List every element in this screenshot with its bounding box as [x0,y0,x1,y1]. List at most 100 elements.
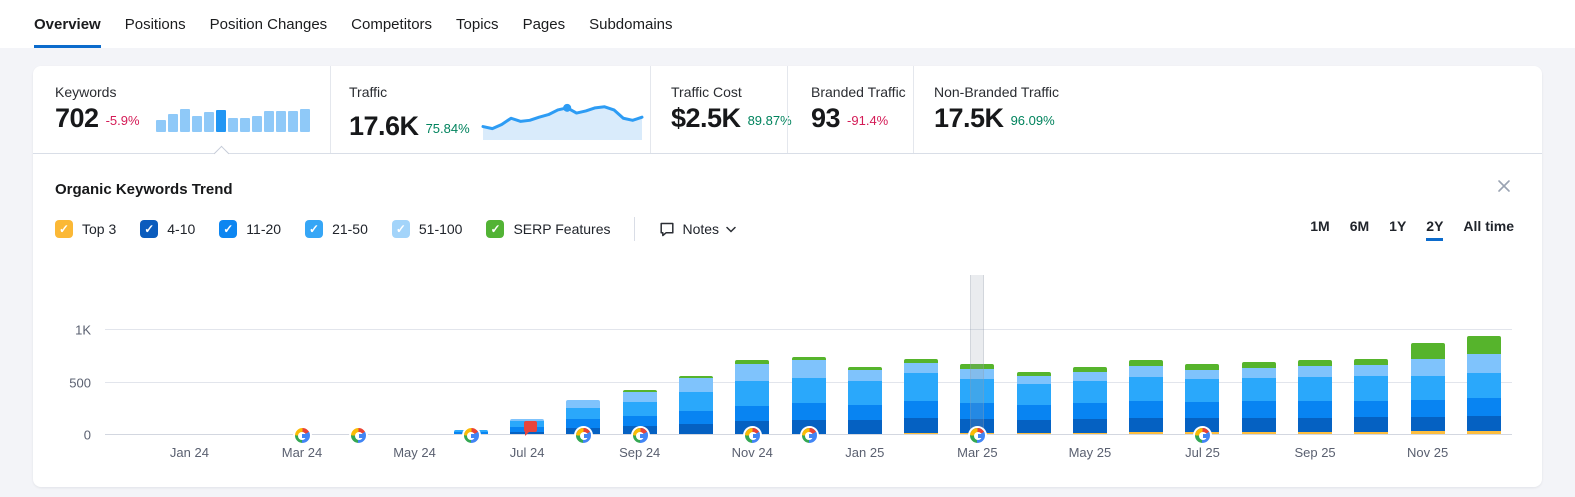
checkbox-51-100[interactable]: ✓ [391,220,410,238]
bar-segment-4-10 [1410,417,1445,432]
bar-nov-24[interactable] [735,360,770,435]
google-update-icon[interactable] [576,428,592,443]
metric-value-row: 702 -5.9% [55,103,330,133]
note-marker-icon[interactable] [524,421,538,436]
metric-value-row: 17.6K 75.84% [349,103,650,141]
range-6m[interactable]: 6M [1349,218,1370,234]
x-axis-label-sep-25: Sep 25 [1294,445,1336,460]
google-update-icon[interactable] [463,428,479,443]
range-2y[interactable]: 2Y [1426,218,1444,241]
bar-segment-serp-features [791,356,826,360]
x-axis-label-may-24: May 24 [393,445,436,460]
bar-segment-4-10 [904,418,939,434]
chart-month-oct-25 [1343,275,1399,435]
bar-apr-25[interactable] [1016,372,1051,435]
tab-overview[interactable]: Overview [34,0,101,48]
organic-keywords-trend-section: Organic Keywords Trend ✓ Top 3 ✓ 4-10 ✓ 11-20… [33,154,1542,487]
metric-non-branded-traffic[interactable]: Non-Branded Traffic 17.5K 96.09% [913,66,1542,153]
bar-segment-4-10 [847,420,882,434]
range-1y[interactable]: 1Y [1389,218,1407,234]
google-update-icon[interactable] [1195,428,1211,443]
chart-month-feb-25 [893,275,949,435]
minibar-bar [191,116,202,132]
filter-serp-features[interactable]: ✓ SERP Features [486,220,610,238]
x-axis-label-jul-25: Jul 25 [1185,445,1220,460]
bar-segment-11-20 [1241,401,1276,418]
google-update-icon[interactable] [801,428,817,443]
chart-month-mar-24: Mar 24 [274,275,330,460]
checkbox-serp-features[interactable]: ✓ [486,220,505,238]
bar-segment-21-50 [1298,376,1333,402]
bar-sep-25[interactable] [1298,359,1333,435]
bar-segment-11-20 [904,401,939,419]
bar-jul-25[interactable] [1185,363,1220,435]
metric-branded-traffic[interactable]: Branded Traffic 93 -91.4% [787,66,913,153]
bar-segment-serp-features [1466,335,1501,354]
bar-dec-25[interactable] [1466,335,1501,435]
x-axis-label-nov-25: Nov 25 [1407,445,1449,460]
notes-dropdown[interactable]: Notes [659,221,736,237]
bar-jan-25[interactable] [847,366,882,435]
range-1m[interactable]: 1M [1310,218,1330,234]
range-all-time[interactable]: All time [1463,218,1514,234]
bar-segment-11-20 [1185,401,1220,418]
bar-segment-serp-features [1185,363,1220,370]
time-range-selector: 1M 6M 1Y 2Y All time [1310,218,1514,241]
tab-positions[interactable]: Positions [124,15,186,33]
bar-nov-25[interactable] [1410,342,1445,435]
bar-segment-11-20 [1466,398,1501,417]
checkbox-4-10[interactable]: ✓ [140,220,159,238]
metric-value: 93 [811,103,841,133]
tab-position-changes[interactable]: Position Changes [209,15,328,33]
notes-icon [660,222,675,237]
bar-aug-25[interactable] [1241,361,1276,435]
metric-traffic[interactable]: Traffic 17.6K 75.84% [330,66,650,153]
bar-may-25[interactable] [1072,367,1107,435]
checkbox-11-20[interactable]: ✓ [219,220,238,238]
bar-oct-25[interactable] [1354,358,1389,435]
close-icon [1498,180,1510,192]
bar-segment-11-20 [960,403,995,420]
metric-value-row: 17.5K 96.09% [934,103,1542,133]
tab-subdomains[interactable]: Subdomains [589,15,673,33]
bar-segment-11-20 [566,419,601,428]
chart-month-aug-24 [555,275,611,443]
tab-pages[interactable]: Pages [522,15,566,33]
checkbox-top-3[interactable]: ✓ [55,220,73,238]
chart-month-nov-25: Nov 25 [1399,275,1455,460]
bar-segment-21-50 [1410,375,1445,400]
google-update-icon[interactable] [632,428,648,443]
google-update-icon[interactable] [294,428,310,443]
close-button[interactable] [1494,176,1514,196]
bar-segment-51-100 [1072,371,1107,382]
chart-month-dec-23 [105,275,161,435]
bar-feb-25[interactable] [904,359,939,435]
tab-topics[interactable]: Topics [456,15,499,33]
google-update-icon[interactable] [745,428,761,443]
filter-label: 21-50 [332,221,368,237]
google-update-icon[interactable] [351,428,367,443]
filter-51-100[interactable]: ✓ 51-100 [391,220,462,238]
tab-competitors[interactable]: Competitors [351,15,433,33]
bar-dec-24[interactable] [791,356,826,435]
bar-segment-serp-features [1354,358,1389,366]
filter-21-50[interactable]: ✓ 21-50 [305,220,368,238]
report-tabs: Overview Positions Position Changes Competi… [0,0,1575,48]
bar-segment-21-50 [1466,373,1501,399]
bar-oct-24[interactable] [678,376,713,435]
chart-month-jan-24: Jan 24 [161,275,217,460]
filter-top-3[interactable]: ✓ Top 3 [55,220,116,238]
checkbox-21-50[interactable]: ✓ [305,220,324,238]
metric-keywords[interactable]: Keywords 702 -5.9% [33,66,330,153]
filter-11-20[interactable]: ✓ 11-20 [219,220,281,238]
bar-jun-25[interactable] [1129,359,1164,435]
bar-segment-top-3 [1072,432,1107,435]
bar-segment-51-100 [1241,367,1276,378]
bar-segment-51-100 [735,363,770,382]
bar-segment-4-10 [791,420,826,434]
google-update-icon[interactable] [970,428,986,443]
bar-mar-25[interactable] [960,363,995,435]
filter-4-10[interactable]: ✓ 4-10 [140,220,195,238]
metric-traffic-cost[interactable]: Traffic Cost $2.5K 89.87% [650,66,792,153]
bar-segment-4-10 [735,421,770,434]
